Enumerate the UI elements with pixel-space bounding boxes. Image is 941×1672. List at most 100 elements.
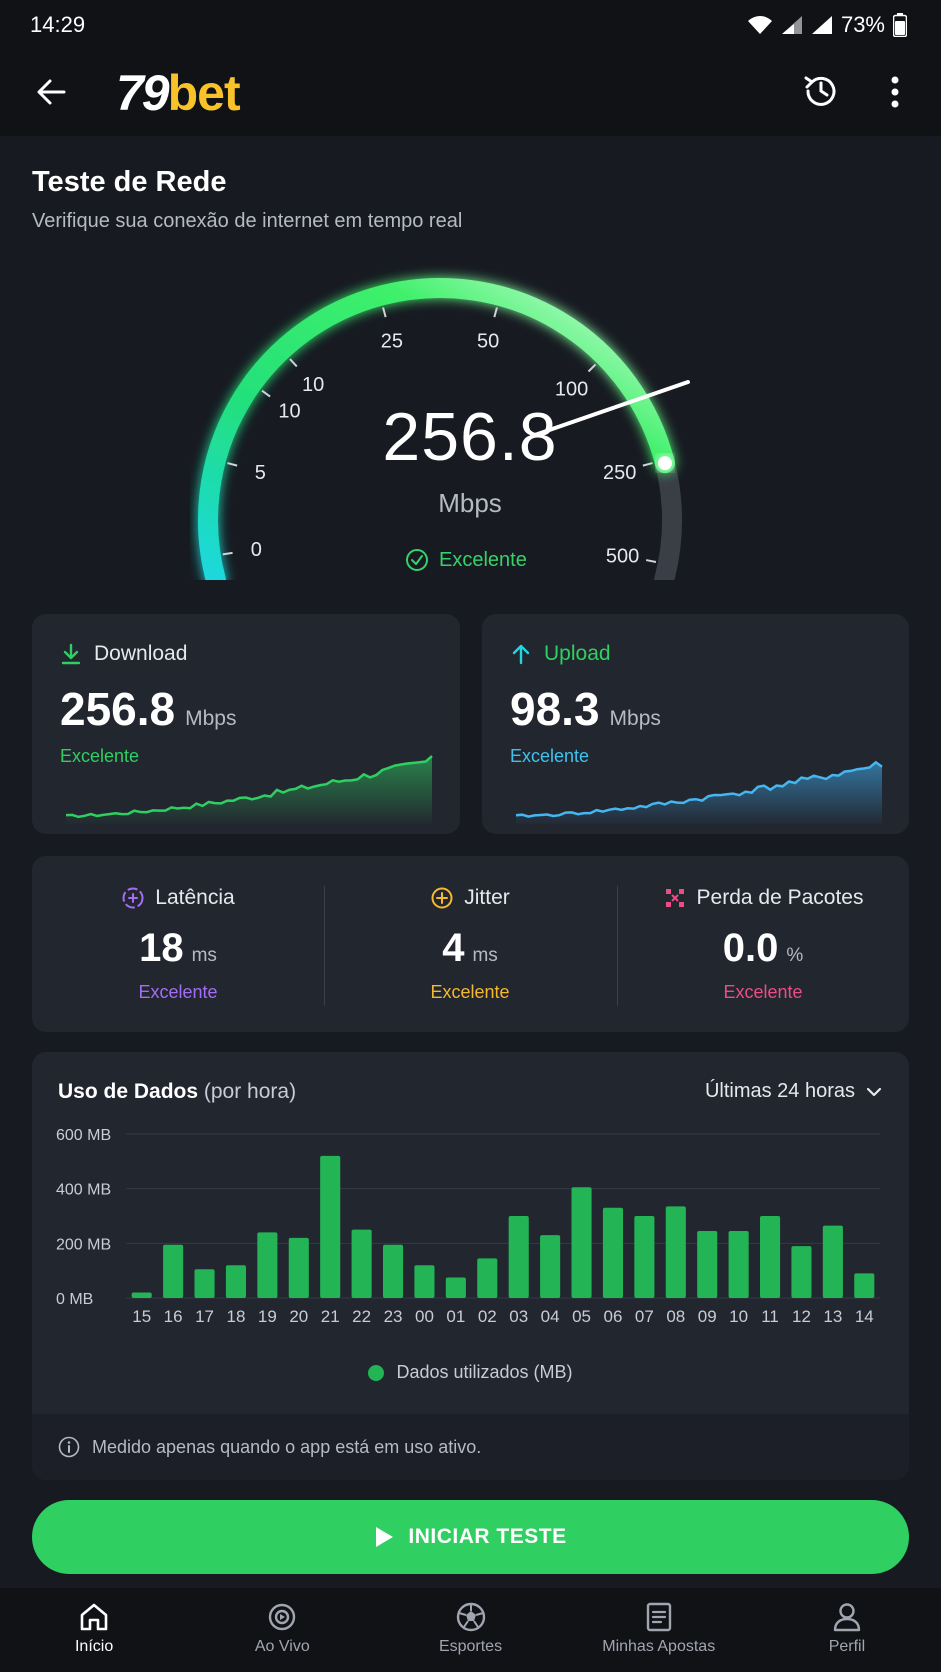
nav-label-perfil: Perfil — [828, 1638, 866, 1655]
gauge-scale-label: 250 — [603, 462, 636, 484]
usage-bar — [602, 1207, 624, 1298]
gauge-status: Excelente — [405, 548, 527, 572]
gauge-tick — [222, 551, 233, 556]
y-tick-label: 200 MB — [56, 1236, 111, 1253]
upload-value-row: 98.3 Mbps — [510, 682, 661, 736]
gauge-scale-label: 500 — [606, 545, 639, 567]
live-icon — [269, 1603, 296, 1631]
x-tick-label: 20 — [289, 1307, 308, 1326]
gauge-scale-label: 0 — [251, 539, 262, 561]
x-tick-label: 03 — [509, 1307, 528, 1326]
gauge-scale-label: 5 — [255, 462, 266, 484]
page-title: Teste de Rede — [32, 166, 227, 198]
x-tick-label: 08 — [666, 1307, 685, 1326]
usage-bar — [382, 1244, 404, 1298]
start-test-button[interactable]: INICIAR TESTE — [32, 1500, 909, 1574]
upload-unit: Mbps — [609, 707, 661, 730]
more-vertical-icon — [891, 76, 899, 108]
x-tick-label: 01 — [446, 1307, 465, 1326]
packet-loss-value-row: 0.0 % — [617, 926, 909, 971]
x-tick-label: 09 — [698, 1307, 717, 1326]
usage-bar — [163, 1244, 184, 1298]
home-icon — [80, 1603, 108, 1631]
status-bar: 14:29 73% — [0, 0, 941, 50]
usage-bar — [351, 1229, 372, 1298]
nav-item-minhas-apostas[interactable]: Minhas Apostas — [565, 1588, 753, 1672]
gauge-tick — [382, 307, 387, 318]
jitter-value: 4 — [442, 926, 465, 970]
usage-bar — [225, 1265, 247, 1298]
battery-percent: 73% — [840, 12, 885, 37]
upload-value: 98.3 — [510, 683, 600, 735]
gauge-scale-label: 10 — [278, 401, 300, 423]
nav-item-perfil[interactable]: Perfil — [753, 1588, 941, 1672]
usage-bar — [540, 1235, 561, 1298]
usage-title: Uso de Dados (por hora) — [58, 1080, 296, 1104]
status-icons: 73% — [747, 12, 907, 38]
usage-bar — [194, 1269, 215, 1298]
x-tick-label: 17 — [195, 1307, 214, 1326]
legend-swatch — [368, 1364, 385, 1381]
download-card: Download 256.8 Mbps Excelente — [32, 614, 460, 834]
packet-loss-status: Excelente — [723, 982, 803, 1002]
usage-bar — [571, 1187, 592, 1298]
x-tick-label: 02 — [478, 1307, 497, 1326]
gauge-status-label: Excelente — [439, 548, 527, 571]
metric-divider-2 — [617, 886, 618, 1006]
download-value-row: 256.8 Mbps — [60, 682, 236, 736]
logo-number: 79 — [116, 65, 170, 121]
user-icon — [833, 1603, 861, 1632]
nav-label-ao-vivo: Ao Vivo — [254, 1638, 310, 1655]
gauge-tick — [227, 462, 238, 467]
x-tick-label: 11 — [761, 1307, 779, 1326]
range-dropdown[interactable]: Últimas 24 horas — [705, 1080, 883, 1103]
usage-bar — [257, 1232, 278, 1298]
packet-loss-header: Perda de Pacotes — [617, 886, 909, 910]
gauge-progress-arc — [198, 278, 675, 580]
latency-header: Latência — [32, 886, 324, 910]
history-button[interactable] — [802, 72, 840, 110]
signal-icon-2 — [811, 16, 832, 34]
app-header: 79bet — [0, 50, 941, 136]
packet-loss-icon — [665, 889, 684, 907]
download-sparkline — [65, 755, 433, 824]
packet-loss-metric: Perda de Pacotes 0.0 % Excelente — [617, 856, 909, 1032]
download-unit: Mbps — [185, 707, 237, 730]
nav-item-inicio[interactable]: Início — [0, 1588, 188, 1672]
signal-icon — [781, 16, 802, 34]
gauge-scale-label: 100 — [555, 378, 588, 400]
metric-divider — [324, 886, 325, 1006]
history-icon — [804, 76, 836, 106]
usage-bar-chart: 600 MB 400 MB 200 MB 0 MB 15 16 17 18 19 20 21 22 23… — [56, 1127, 880, 1326]
logo-text: bet — [167, 65, 241, 121]
nav-item-esportes[interactable]: Esportes — [376, 1588, 564, 1672]
gauge-tick — [289, 358, 298, 368]
usage-bar — [445, 1277, 466, 1298]
usage-info-note: Medido apenas quando o app está em uso a… — [32, 1414, 909, 1480]
usage-title-suffix: (por hora) — [203, 1080, 297, 1103]
y-tick-label: 0 MB — [56, 1291, 93, 1308]
jitter-unit: ms — [472, 945, 498, 966]
wifi-icon — [747, 16, 772, 34]
back-button[interactable] — [34, 74, 70, 110]
range-dropdown-value: Últimas 24 horas — [704, 1080, 855, 1102]
nav-item-ao-vivo[interactable]: Ao Vivo — [188, 1588, 376, 1672]
gauge-tick — [493, 307, 498, 318]
app-logo: 79bet — [116, 64, 241, 122]
usage-bar — [697, 1231, 718, 1298]
data-usage-card: Uso de Dados (por hora) Últimas 24 horas… — [32, 1052, 909, 1480]
gauge-value: 256.8 — [382, 399, 558, 475]
x-tick-label: 06 — [603, 1307, 622, 1326]
upload-sparkline — [515, 760, 883, 824]
usage-title-main: Uso de Dados — [58, 1080, 199, 1103]
upload-header: Upload — [510, 642, 611, 666]
info-icon — [58, 1436, 80, 1458]
usage-bar — [822, 1225, 843, 1298]
latency-status: Excelente — [138, 982, 218, 1002]
gauge-tick — [261, 389, 271, 398]
battery-icon — [893, 13, 907, 37]
jitter-status: Excelente — [430, 982, 510, 1002]
latency-label: Latência — [155, 886, 235, 909]
gauge-scale-label: 10 — [302, 374, 324, 396]
more-button[interactable] — [880, 72, 910, 112]
